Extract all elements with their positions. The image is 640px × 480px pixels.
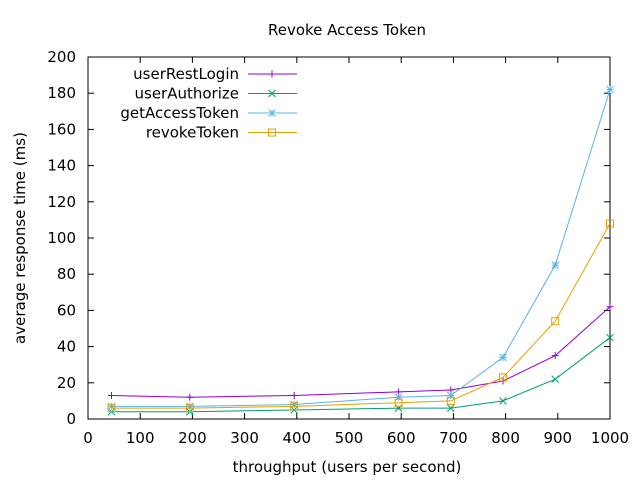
y-tick-label: 160 xyxy=(47,120,76,138)
series-line xyxy=(111,306,611,398)
data-point xyxy=(551,375,560,384)
data-point xyxy=(185,402,194,411)
legend-marker xyxy=(268,109,276,117)
legend-label: userAuthorize xyxy=(135,85,240,103)
y-tick-label: 200 xyxy=(47,48,76,66)
y-axis-label: average response time (ms) xyxy=(11,132,29,344)
legend-marker xyxy=(268,89,276,98)
chart-title: Revoke Access Token xyxy=(268,21,426,39)
x-axis-label: throughput (users per second) xyxy=(233,458,462,476)
data-point xyxy=(107,391,115,399)
data-point xyxy=(606,85,614,94)
x-tick-label: 1000 xyxy=(591,429,629,447)
y-tick-label: 0 xyxy=(66,410,76,428)
data-point xyxy=(394,393,403,402)
y-tick-label: 20 xyxy=(57,374,76,392)
data-point xyxy=(290,402,299,411)
x-tick-label: 400 xyxy=(282,429,311,447)
series-line xyxy=(111,89,611,407)
data-point xyxy=(290,391,298,399)
data-point xyxy=(185,404,194,413)
series-getAccessToken xyxy=(107,85,614,411)
legend-label: userRestLogin xyxy=(133,65,239,83)
x-tick-label: 100 xyxy=(126,429,155,447)
data-point xyxy=(446,391,455,400)
series-line xyxy=(111,337,611,413)
legend-marker xyxy=(268,70,276,78)
y-tick-label: 180 xyxy=(47,84,76,102)
data-point xyxy=(606,219,614,228)
series-userAuthorize xyxy=(107,333,614,416)
data-point xyxy=(551,261,560,270)
legend-label: getAccessToken xyxy=(120,104,239,122)
legend-marker xyxy=(268,128,276,137)
data-point xyxy=(499,397,507,405)
data-point xyxy=(606,303,614,311)
data-point xyxy=(551,317,560,326)
series-line xyxy=(111,223,611,409)
y-tick-label: 120 xyxy=(47,193,76,211)
x-tick-label: 700 xyxy=(439,429,468,447)
x-tick-label: 800 xyxy=(491,429,520,447)
legend-label: revokeToken xyxy=(146,124,239,142)
data-point xyxy=(606,333,614,342)
data-point xyxy=(446,404,455,412)
x-tick-label: 200 xyxy=(178,429,207,447)
series-layer xyxy=(107,85,614,416)
data-point xyxy=(107,404,116,413)
y-tick-label: 60 xyxy=(57,301,76,319)
y-tick-label: 140 xyxy=(47,157,76,175)
data-point xyxy=(394,398,403,407)
y-tick-label: 40 xyxy=(57,338,76,356)
y-tick-label: 100 xyxy=(47,229,76,247)
data-point xyxy=(551,352,559,360)
data-point xyxy=(290,400,299,409)
data-point xyxy=(498,373,507,382)
data-point xyxy=(499,353,507,362)
data-point xyxy=(446,396,455,405)
axes: 0 100 200 300 400 500 600 700 800 900 1000 0 20 40 60 8… xyxy=(47,48,629,447)
y-tick-label: 80 xyxy=(57,265,76,283)
series-revokeToken xyxy=(107,219,614,413)
x-tick-label: 600 xyxy=(387,429,416,447)
data-point xyxy=(186,393,194,401)
x-tick-label: 0 xyxy=(83,429,93,447)
x-tick-label: 900 xyxy=(543,429,572,447)
x-tick-label: 500 xyxy=(335,429,364,447)
legend: userRestLogin userAuthorizegetAccessToken… xyxy=(120,65,297,142)
x-tick-label: 300 xyxy=(230,429,259,447)
data-point xyxy=(107,402,116,411)
